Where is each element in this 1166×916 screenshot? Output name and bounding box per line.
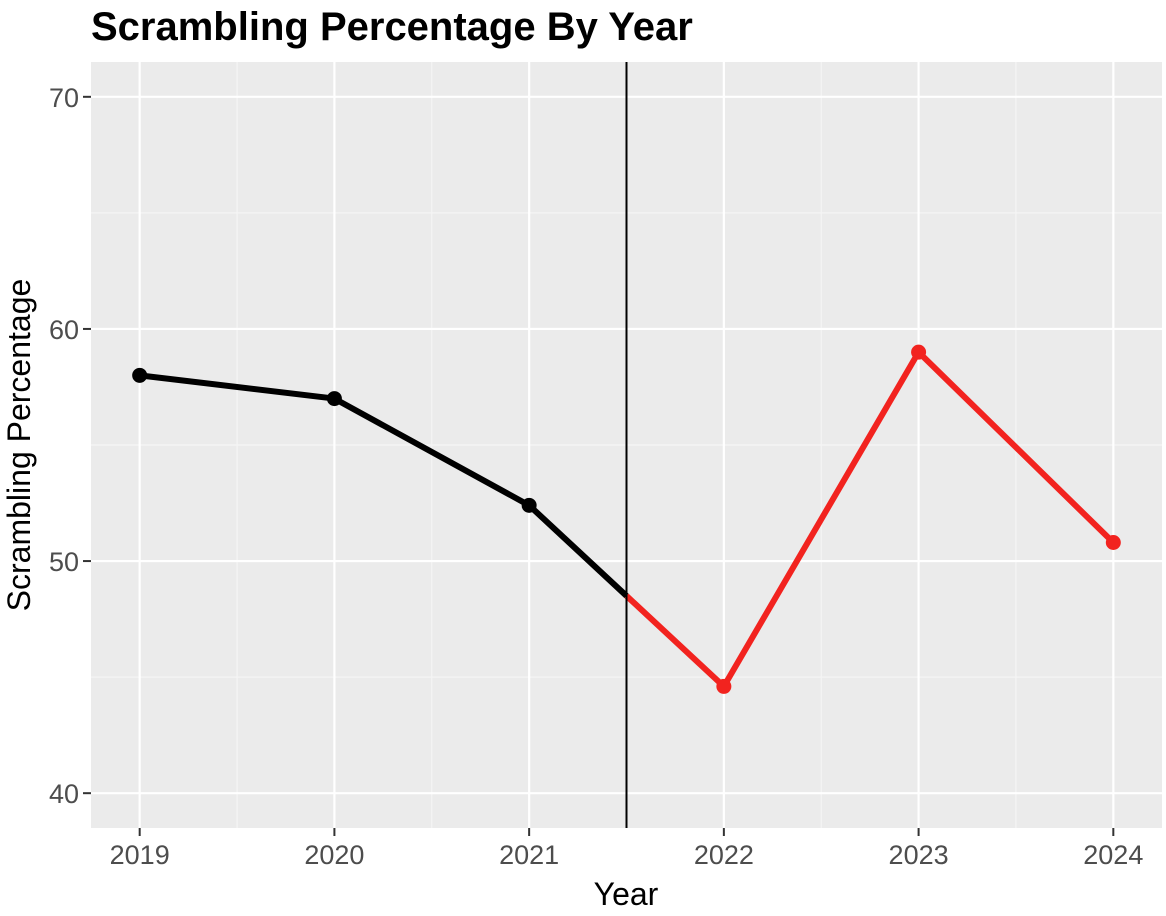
y-axis-title: Scrambling Percentage	[1, 279, 37, 612]
data-point-black	[521, 497, 537, 513]
x-tick-label: 2024	[1083, 840, 1143, 870]
series-layer	[132, 344, 1121, 694]
data-point-black	[326, 391, 342, 407]
x-tick-label: 2019	[110, 840, 170, 870]
y-tick-label: 60	[49, 315, 79, 345]
x-tick-label: 2020	[304, 840, 364, 870]
data-point-red	[1105, 534, 1121, 550]
x-tick-label: 2023	[889, 840, 949, 870]
series-line-black	[139, 372, 629, 599]
x-tick-label: 2021	[499, 840, 559, 870]
y-tick-label: 50	[49, 547, 79, 577]
series-line-red	[624, 349, 1116, 690]
y-tick-label: 70	[49, 83, 79, 113]
x-tick-label: 2022	[694, 840, 754, 870]
x-axis-title: Year	[594, 876, 659, 912]
y-axis: 40 50 60 70	[49, 83, 91, 809]
data-point-red	[716, 678, 732, 694]
data-point-black	[132, 367, 148, 383]
chart-title: Scrambling Percentage By Year	[91, 5, 693, 49]
y-tick-label: 40	[49, 779, 79, 809]
data-point-red	[911, 344, 927, 360]
x-axis: 2019 2020 2021 2022 2023 2024	[110, 828, 1143, 870]
